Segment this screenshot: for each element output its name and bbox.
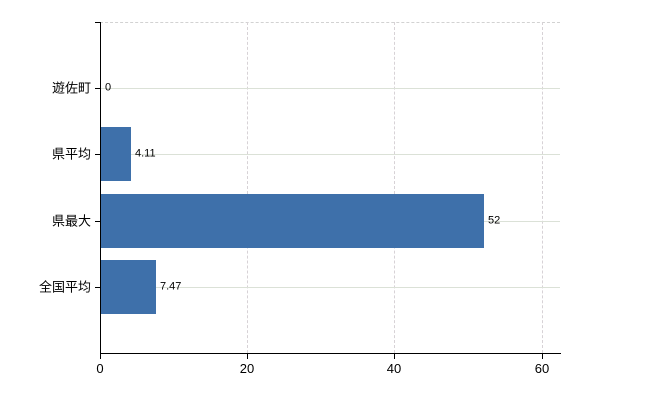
bar-value-label: 52 [488,214,501,227]
vertical-gridline [394,22,395,353]
x-axis-tick [247,354,248,359]
x-tick-label: 60 [534,361,550,376]
bar-value-label: 0 [105,81,112,94]
category-label: 県平均 [51,146,91,162]
x-axis-tick [394,354,395,359]
category-label: 遊佐町 [51,80,91,96]
y-axis-top-tick [95,22,100,23]
x-axis-tick [100,354,101,359]
x-axis-line [100,353,561,354]
bar [101,260,156,314]
y-axis-line [100,22,101,354]
x-tick-label: 20 [239,361,255,376]
x-tick-label: 40 [386,361,402,376]
y-axis-tick [95,154,100,155]
x-tick-label: 0 [96,361,104,376]
horizontal-gridline [101,154,560,155]
bar-value-label: 4.11 [135,147,156,160]
vertical-gridline [542,22,543,353]
y-axis-tick [95,221,100,222]
horizontal-gridline [101,88,560,89]
plot-area: 0 4.11 52 7.47 [100,22,560,353]
bar [101,127,131,181]
vertical-gridline [247,22,248,353]
category-label: 県最大 [51,213,91,229]
bar-value-label: 7.47 [160,280,182,293]
plot-top-border [100,22,560,23]
y-axis-tick [95,287,100,288]
horizontal-gridline [101,287,560,288]
bar [101,194,484,248]
category-label: 全国平均 [38,279,91,295]
y-axis-tick [95,88,100,89]
x-axis-tick [542,354,543,359]
